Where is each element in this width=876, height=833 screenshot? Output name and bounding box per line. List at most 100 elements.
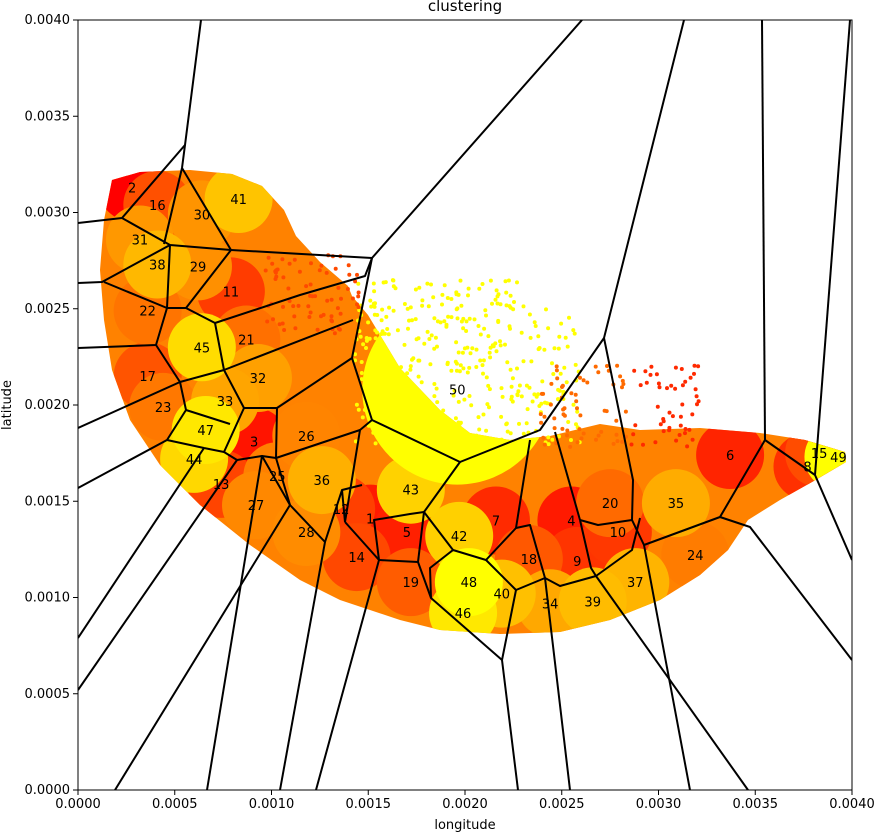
scatter-point [364,338,369,343]
voronoi-cell-fills [100,170,846,634]
y-tick-label: 0.0025 [25,302,71,317]
scatter-point [356,407,361,412]
scatter-point [467,316,472,321]
scatter-point [541,435,546,440]
scatter-point [498,302,503,307]
scatter-point [377,359,382,364]
scatter-point [498,343,503,348]
cluster-label-13: 13 [213,478,230,493]
voronoi-edge [595,517,641,577]
scatter-point [546,326,551,331]
scatter-point [308,282,313,287]
scatter-point [391,278,396,283]
x-tick-label: 0.0015 [346,797,392,812]
scatter-point [384,314,389,319]
scatter-point [532,320,537,325]
y-tick-label: 0.0005 [25,687,71,702]
scatter-point [615,363,620,368]
scatter-point [665,386,669,391]
scatter-point [540,379,545,384]
scatter-point [529,359,534,364]
scatter-point [498,339,502,344]
cluster-label-6: 6 [726,449,734,464]
voronoi-edge [261,455,277,459]
scatter-point [408,367,413,372]
scatter-point [286,286,291,291]
scatter-point [481,358,486,363]
scatter-point [345,287,350,291]
cluster-label-15: 15 [811,447,828,462]
scatter-point [451,393,456,398]
scatter-point [573,392,578,397]
scatter-point [564,380,569,385]
scatter-point [679,367,684,371]
scatter-point [620,378,625,383]
scatter-point [532,392,537,397]
voronoi-edge [371,20,685,463]
voronoi-edges [78,20,852,790]
scatter-point [469,403,474,408]
scatter-point [555,376,560,381]
scatter-point [459,319,464,324]
scatter-point [338,311,343,316]
scatter-point [510,376,515,381]
scatter-point [397,408,402,413]
scatter-point [690,412,695,417]
scatter-point [321,312,326,317]
scatter-point [333,266,338,271]
scatter-point [667,425,672,430]
cluster-label-31: 31 [132,233,149,248]
cluster-label-45: 45 [194,341,211,356]
scatter-point [656,381,661,386]
voronoi-edge [417,511,425,563]
scatter-point [375,398,380,403]
cluster-label-32: 32 [250,372,267,387]
scatter-point [432,439,437,444]
scatter-point [381,342,386,347]
cluster-labels: 1234567891011121314151617181920212223242… [128,181,847,621]
cluster-label-23: 23 [155,401,172,416]
scatter-point [439,430,444,435]
cluster-cell-47 [171,396,240,465]
scatter-point [310,294,315,299]
scatter-point [579,436,584,441]
voronoi-edge [78,447,205,639]
scatter-point [478,332,483,337]
scatter-point [366,400,371,405]
scatter-point [559,321,564,326]
scatter-point [585,380,590,385]
scatter-point [374,359,379,364]
voronoi-edge [78,244,171,284]
voronoi-edge [452,439,531,561]
scatter-point [516,389,521,394]
x-tick-label: 0.0020 [442,797,488,812]
scatter-point [373,441,378,446]
scatter-point [539,420,544,425]
cluster-label-49: 49 [830,451,847,466]
scatter-point [571,402,576,407]
scatter-point [420,298,425,303]
scatter-point [480,282,485,286]
scatter-point [508,367,513,372]
scatter-point [395,402,400,407]
scatter-point [565,344,570,349]
scatter-point [271,317,275,322]
y-axis-label: latitude [0,380,15,430]
cluster-cell-19 [376,548,445,617]
scatter-point [462,397,467,402]
scatter-point [413,287,418,292]
scatter-point [391,284,396,289]
cluster-label-1: 1 [366,513,374,528]
voronoi-edge [279,541,326,790]
scatter-point [550,437,555,442]
scatter-point [297,269,302,274]
scatter-point [537,404,542,408]
scatter-point [429,333,434,338]
scatter-point [381,408,386,413]
y-tick-label: 0.0035 [25,109,71,124]
scatter-point [472,317,477,322]
cluster-label-44: 44 [186,453,203,468]
scatter-point [488,355,493,360]
scatter-point [495,294,500,299]
scatter-point [673,365,678,370]
